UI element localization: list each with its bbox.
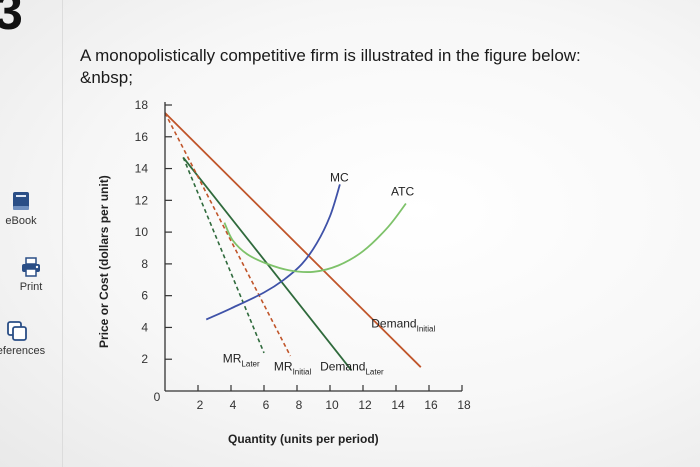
curve-label-atc: ATC	[391, 185, 414, 199]
series-mr-initial	[164, 112, 292, 357]
references-tool-button[interactable]: References	[0, 318, 48, 357]
print-tool-button[interactable]: Print	[0, 254, 62, 293]
print-icon	[22, 257, 40, 277]
curve-label-demand-initial: DemandInitial	[371, 316, 435, 333]
series-mc	[205, 184, 341, 321]
x-tick-label: 6	[263, 398, 270, 412]
y-tick-label: 2	[141, 352, 148, 366]
x-axis-title: Quantity (units per period)	[228, 432, 379, 446]
x-tick-label: 18	[457, 398, 471, 412]
ebook-tool-button[interactable]: eBook	[0, 188, 52, 227]
print-label: Print	[19, 281, 43, 293]
y-axis-title: Price or Cost (dollars per unit)	[97, 175, 111, 348]
curve-label-mr-later: MRLater	[223, 351, 260, 368]
sidebar: 3 eBook Print Ref	[0, 0, 64, 467]
y-tick-label: 10	[135, 225, 149, 239]
curve-label-mr-initial: MRInitial	[274, 359, 312, 376]
series-mr-later	[182, 157, 265, 354]
y-tick-label: 12	[135, 193, 149, 207]
x-tick-label: 2	[197, 398, 204, 412]
y-tick-label: 8	[141, 257, 148, 271]
y-tick-label: 4	[141, 320, 148, 334]
x-tick-label: 4	[230, 398, 237, 412]
question-text: A monopolistically competitive firm is i…	[80, 45, 680, 89]
y-tick-label: 6	[141, 289, 148, 303]
series-atc	[223, 202, 407, 273]
sidebar-divider	[62, 0, 63, 467]
y-tick-label: 18	[135, 98, 149, 112]
question-nbsp: &nbsp;	[80, 68, 133, 87]
book-icon	[13, 192, 29, 210]
x-tick-label: 10	[325, 398, 339, 412]
x-tick-label: 14	[391, 398, 405, 412]
references-icon	[7, 321, 27, 341]
x-tick-label: 12	[358, 398, 372, 412]
x-tick-label: 16	[424, 398, 438, 412]
question-prompt: A monopolistically competitive firm is i…	[80, 46, 581, 65]
references-label: References	[0, 345, 46, 357]
y-tick-label: 14	[135, 162, 149, 176]
curve-label-mc: MC	[330, 170, 349, 184]
x-tick-label: 8	[296, 398, 303, 412]
curve-label-demand-later: DemandLater	[320, 359, 384, 376]
ebook-label: eBook	[5, 215, 37, 227]
series-demand-initial	[164, 112, 422, 368]
section-number: 3	[0, 0, 23, 41]
y-tick-label: 16	[135, 130, 149, 144]
origin-label: 0	[154, 390, 161, 404]
